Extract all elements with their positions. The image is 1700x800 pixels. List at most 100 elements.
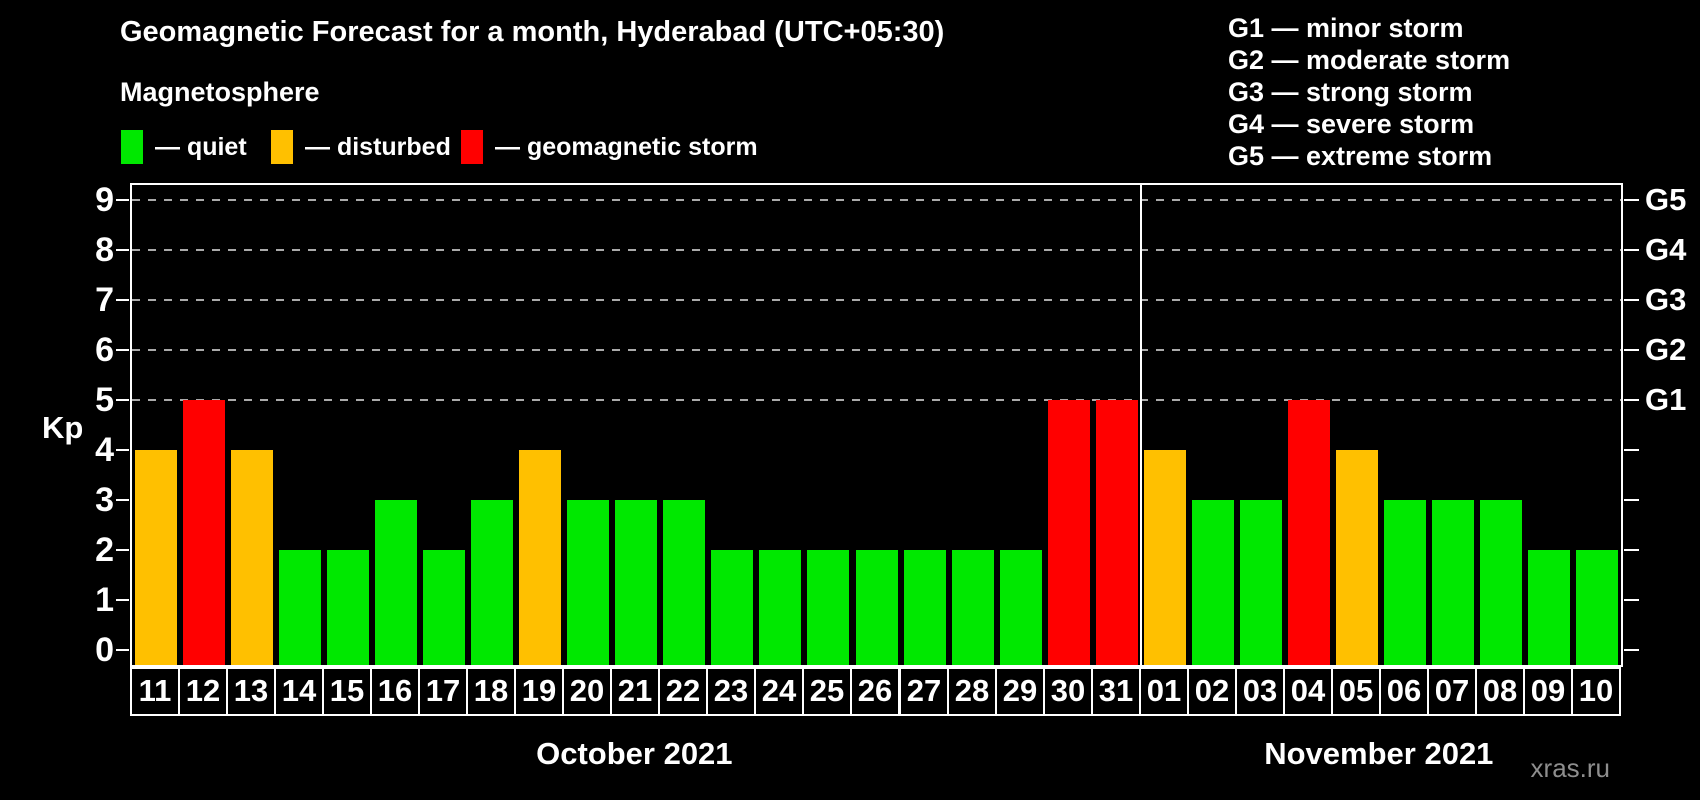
- chart-title: Geomagnetic Forecast for a month, Hydera…: [120, 16, 945, 48]
- y-axis-title: Kp: [42, 410, 84, 445]
- day-cell-27: 27: [899, 667, 949, 716]
- day-cell-12: 12: [178, 667, 228, 716]
- day-cell-05: 05: [1331, 667, 1381, 716]
- y-tick-left-4: [116, 449, 129, 451]
- day-cell-06: 06: [1379, 667, 1429, 716]
- g-legend-line-g5: G5 — extreme storm: [1228, 141, 1493, 171]
- kp-bar-26: [855, 550, 898, 665]
- day-cell-22: 22: [658, 667, 708, 716]
- y-tick-label-0: 0: [95, 631, 114, 669]
- y-tick-label-2: 2: [95, 531, 114, 569]
- y-tick-label-5: 5: [95, 381, 114, 419]
- day-cell-10: 10: [1571, 667, 1621, 716]
- kp-bar-31: [1095, 400, 1138, 665]
- y-tick-right-1: [1624, 599, 1639, 601]
- day-cell-30: 30: [1043, 667, 1093, 716]
- kp-bar-16: [375, 500, 418, 665]
- day-cell-14: 14: [274, 667, 324, 716]
- kp-bar-03: [1239, 500, 1282, 665]
- day-cell-29: 29: [995, 667, 1045, 716]
- day-cell-04: 04: [1283, 667, 1333, 716]
- quiet-color-swatch: [121, 130, 143, 164]
- y-tick-left-1: [116, 599, 129, 601]
- y-tick-label-8: 8: [95, 231, 114, 269]
- day-cell-21: 21: [610, 667, 660, 716]
- legend-item-quiet: — quiet: [121, 129, 247, 165]
- month-separator: [1139, 185, 1142, 665]
- y-tick-label-7: 7: [95, 281, 114, 319]
- g-legend-line-g2: G2 — moderate storm: [1228, 45, 1511, 75]
- kp-bar-12: [183, 400, 226, 665]
- day-cell-31: 31: [1091, 667, 1141, 716]
- gridline-kp7: [132, 299, 1621, 301]
- y-tick-left-3: [116, 499, 129, 501]
- day-cell-16: 16: [370, 667, 420, 716]
- y-tick-right-8: [1624, 249, 1639, 251]
- kp-bar-06: [1383, 500, 1426, 665]
- kp-bar-21: [615, 500, 658, 665]
- y-tick-label-6: 6: [95, 331, 114, 369]
- y-tick-left-0: [116, 649, 129, 651]
- y-tick-right-3: [1624, 499, 1639, 501]
- gridline-kp6: [132, 349, 1621, 351]
- plot-area: 0 1 2 3 4 5 6 7 8 9 G1 G2 G3 G4 G5: [95, 181, 1686, 669]
- legend-label-storm: — geomagnetic storm: [495, 132, 758, 161]
- y-tick-left-8: [116, 249, 129, 251]
- kp-bar-09: [1527, 550, 1570, 665]
- day-cell-20: 20: [562, 667, 612, 716]
- legend-label-quiet: — quiet: [155, 132, 247, 161]
- day-cell-08: 08: [1475, 667, 1525, 716]
- watermark: xras.ru: [1530, 753, 1610, 783]
- day-cell-23: 23: [706, 667, 756, 716]
- legend-item-disturbed: — disturbed: [271, 129, 451, 165]
- y-tick-right-6: [1624, 349, 1639, 351]
- day-cell-24: 24: [754, 667, 804, 716]
- day-cell-11: 11: [130, 667, 180, 716]
- day-cell-13: 13: [226, 667, 276, 716]
- kp-bar-02: [1191, 500, 1234, 665]
- month-label-0: October 2021: [536, 736, 733, 771]
- disturbed-color-swatch: [271, 130, 293, 164]
- day-cell-17: 17: [418, 667, 468, 716]
- gridline-kp5: [132, 399, 1621, 401]
- day-cell-19: 19: [514, 667, 564, 716]
- gridline-kp9: [132, 199, 1621, 201]
- kp-bar-05: [1335, 450, 1378, 665]
- kp-bar-14: [279, 550, 322, 665]
- right-axis-label-g4: G4: [1645, 232, 1687, 267]
- right-axis-label-g2: G2: [1645, 332, 1687, 367]
- gridline-kp8: [132, 249, 1621, 251]
- kp-bar-13: [231, 450, 274, 665]
- y-tick-label-3: 3: [95, 481, 114, 519]
- y-tick-left-9: [116, 199, 129, 201]
- kp-bar-30: [1047, 400, 1090, 665]
- day-cell-18: 18: [466, 667, 516, 716]
- day-cell-07: 07: [1427, 667, 1477, 716]
- kp-bar-29: [999, 550, 1042, 665]
- legend-label-disturbed: — disturbed: [305, 132, 451, 161]
- kp-bar-20: [567, 500, 610, 665]
- x-axis-day-row: 11 12 13 14 15 16 17 18 19 20 21 22 23 24 25 26 27 28 29 30…: [130, 667, 1623, 716]
- y-tick-right-7: [1624, 299, 1639, 301]
- kp-bar-24: [759, 550, 802, 665]
- kp-bar-25: [807, 550, 850, 665]
- y-tick-label-9: 9: [95, 181, 114, 219]
- kp-bar-17: [423, 550, 466, 665]
- g-scale-legend: G1 — minor storm G2 — moderate storm G3 …: [1228, 12, 1510, 172]
- kp-bar-27: [903, 550, 946, 665]
- kp-bar-19: [519, 450, 562, 665]
- day-cell-15: 15: [322, 667, 372, 716]
- kp-bar-18: [471, 500, 514, 665]
- y-tick-right-5: [1624, 399, 1639, 401]
- y-tick-right-0: [1624, 649, 1639, 651]
- day-cell-09: 09: [1523, 667, 1573, 716]
- kp-bar-07: [1431, 500, 1474, 665]
- y-tick-right-9: [1624, 199, 1639, 201]
- day-cell-02: 02: [1187, 667, 1237, 716]
- kp-bar-04: [1287, 400, 1330, 665]
- y-tick-right-2: [1624, 549, 1639, 551]
- y-tick-left-5: [116, 399, 129, 401]
- y-tick-left-7: [116, 299, 129, 301]
- day-cell-01: 01: [1139, 667, 1189, 716]
